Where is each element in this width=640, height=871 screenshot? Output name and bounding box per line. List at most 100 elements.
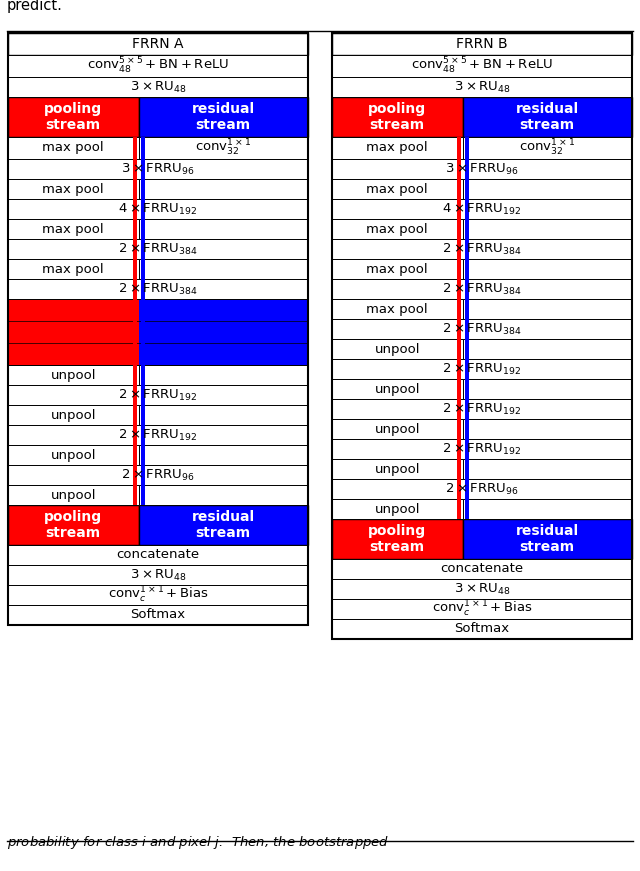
Text: max pool: max pool: [42, 222, 104, 235]
Text: $4 \times \mathrm{FRRU}_{192}$: $4 \times \mathrm{FRRU}_{192}$: [118, 201, 198, 217]
Text: FRRN A: FRRN A: [132, 37, 184, 51]
Text: $3 \times \mathrm{RU}_{48}$: $3 \times \mathrm{RU}_{48}$: [454, 79, 511, 95]
Text: $\mathrm{conv}_{c}^{1\times1} + \mathrm{Bias}$: $\mathrm{conv}_{c}^{1\times1} + \mathrm{…: [431, 599, 532, 619]
Bar: [8, 259, 138, 279]
Bar: [332, 479, 632, 499]
Text: $2 \times \mathrm{FRRU}_{192}$: $2 \times \mathrm{FRRU}_{192}$: [442, 442, 522, 456]
Bar: [332, 199, 632, 219]
Bar: [8, 55, 308, 77]
Bar: [332, 439, 632, 459]
Bar: [463, 339, 632, 359]
Bar: [8, 585, 308, 605]
Bar: [463, 179, 632, 199]
Text: pooling
stream: pooling stream: [368, 523, 426, 554]
Bar: [332, 559, 632, 579]
Bar: [463, 97, 632, 137]
Bar: [332, 619, 632, 639]
Bar: [456, 499, 461, 519]
Bar: [332, 33, 632, 639]
Bar: [332, 55, 632, 77]
Bar: [332, 599, 632, 619]
Bar: [141, 365, 145, 385]
Bar: [332, 499, 463, 519]
Bar: [463, 137, 632, 159]
Text: max pool: max pool: [42, 183, 104, 195]
Text: unpool: unpool: [51, 489, 96, 502]
Bar: [332, 519, 463, 559]
Bar: [8, 33, 308, 55]
Bar: [138, 485, 308, 505]
Bar: [8, 199, 308, 219]
Bar: [8, 33, 308, 625]
Bar: [456, 219, 461, 239]
Bar: [8, 425, 308, 445]
Text: FRRN B: FRRN B: [456, 37, 508, 51]
Bar: [456, 459, 461, 479]
Text: max pool: max pool: [367, 141, 428, 154]
Text: $\mathrm{conv}_{c}^{1\times1} + \mathrm{Bias}$: $\mathrm{conv}_{c}^{1\times1} + \mathrm{…: [108, 585, 209, 605]
Text: unpool: unpool: [51, 408, 96, 422]
Text: $2 \times \mathrm{FRRU}_{96}$: $2 \times \mathrm{FRRU}_{96}$: [445, 482, 519, 496]
Bar: [132, 485, 136, 505]
Bar: [332, 219, 463, 239]
Bar: [132, 405, 136, 425]
Bar: [8, 159, 308, 179]
Bar: [332, 299, 463, 319]
Bar: [8, 365, 138, 385]
Bar: [332, 137, 463, 159]
Text: unpool: unpool: [374, 382, 420, 395]
Bar: [332, 359, 632, 379]
Bar: [456, 137, 461, 159]
Text: unpool: unpool: [51, 449, 96, 462]
Bar: [132, 179, 136, 199]
Bar: [465, 379, 468, 399]
Text: $2 \times \mathrm{FRRU}_{96}$: $2 \times \mathrm{FRRU}_{96}$: [121, 468, 195, 483]
Text: probability for class $i$ and pixel $j$.  Then, the bootstrapped: probability for class $i$ and pixel $j$.…: [7, 834, 390, 851]
Text: $\mathrm{conv}_{48}^{5\times5} + \mathrm{BN} + \mathrm{ReLU}$: $\mathrm{conv}_{48}^{5\times5} + \mathrm…: [411, 56, 553, 76]
Bar: [138, 97, 308, 545]
Bar: [8, 405, 138, 425]
Bar: [465, 219, 468, 239]
Bar: [332, 259, 463, 279]
Bar: [8, 485, 138, 505]
Bar: [332, 379, 463, 399]
Bar: [141, 137, 145, 159]
Bar: [8, 465, 308, 485]
Text: max pool: max pool: [367, 222, 428, 235]
Bar: [332, 399, 632, 419]
Bar: [463, 499, 632, 519]
Bar: [141, 445, 145, 465]
Bar: [332, 419, 463, 439]
Bar: [132, 445, 136, 465]
Bar: [456, 179, 461, 199]
Text: $3 \times \mathrm{RU}_{48}$: $3 \times \mathrm{RU}_{48}$: [129, 79, 186, 95]
Text: $\mathrm{conv}_{32}^{1\times1}$: $\mathrm{conv}_{32}^{1\times1}$: [519, 138, 575, 158]
Bar: [332, 159, 632, 179]
Bar: [8, 77, 308, 97]
Text: Softmax: Softmax: [131, 609, 186, 622]
Text: max pool: max pool: [367, 262, 428, 275]
Text: residual
stream: residual stream: [516, 523, 579, 554]
Text: $2 \times \mathrm{FRRU}_{384}$: $2 \times \mathrm{FRRU}_{384}$: [442, 281, 522, 296]
Bar: [332, 579, 632, 599]
Bar: [465, 499, 468, 519]
Text: max pool: max pool: [367, 183, 428, 195]
Text: $2 \times \mathrm{FRRU}_{192}$: $2 \times \mathrm{FRRU}_{192}$: [442, 361, 522, 376]
Text: concatenate: concatenate: [116, 549, 200, 562]
Bar: [138, 97, 308, 137]
Text: max pool: max pool: [42, 141, 104, 154]
Text: unpool: unpool: [374, 463, 420, 476]
Text: $2 \times \mathrm{FRRU}_{384}$: $2 \times \mathrm{FRRU}_{384}$: [118, 241, 198, 257]
Text: $2 \times \mathrm{FRRU}_{192}$: $2 \times \mathrm{FRRU}_{192}$: [442, 402, 522, 416]
Bar: [465, 137, 468, 159]
Text: $2 \times \mathrm{FRRU}_{192}$: $2 \times \mathrm{FRRU}_{192}$: [118, 428, 198, 442]
Bar: [8, 279, 308, 299]
Bar: [132, 365, 136, 385]
Bar: [463, 379, 632, 399]
Bar: [8, 565, 308, 585]
Bar: [8, 179, 138, 199]
Bar: [332, 97, 463, 559]
Bar: [465, 137, 468, 519]
Text: predict.: predict.: [7, 0, 63, 13]
Text: $\mathrm{conv}_{32}^{1\times1}$: $\mathrm{conv}_{32}^{1\times1}$: [195, 138, 252, 158]
